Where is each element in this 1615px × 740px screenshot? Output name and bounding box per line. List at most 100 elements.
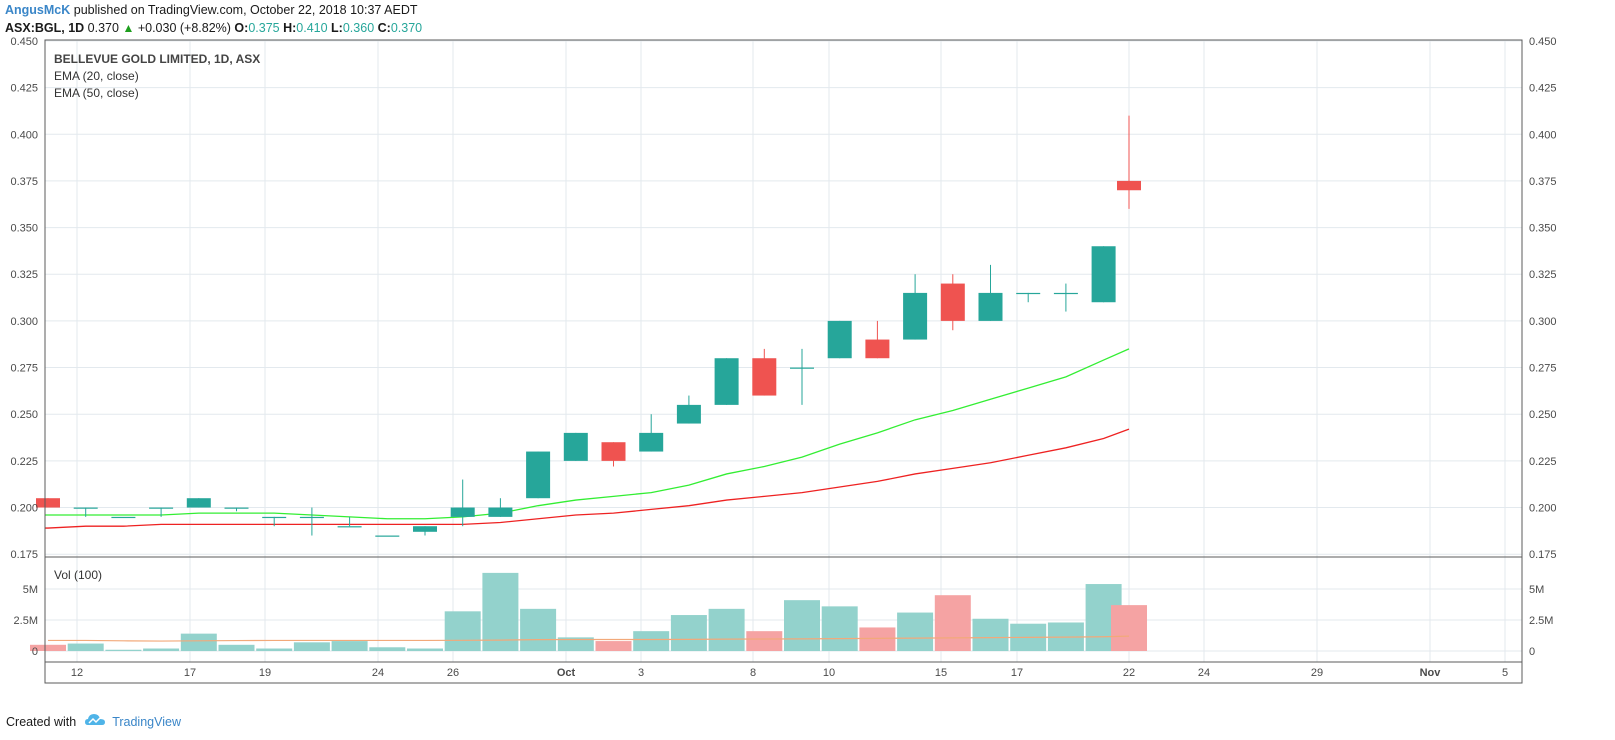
price-tick-label-right: 0.375 [1529,176,1557,188]
volume-bar [972,618,1009,651]
candle-body [450,507,475,517]
open-value: 0.375 [248,21,280,35]
volume-bar [256,648,293,651]
candle-body [827,320,852,359]
volume-legend[interactable]: Vol (100) [54,568,103,582]
candle-body [36,498,60,508]
candle-body [790,367,814,369]
volume-bar [143,648,180,651]
volume-tick-label-right: 2.5M [1529,615,1553,627]
price-tick-label-right: 0.350 [1529,223,1557,235]
volume-bar [293,642,330,651]
grid-lines [45,40,1522,662]
price-tick-label-left: 0.200 [10,503,38,515]
volume-bar [180,633,217,651]
volume-bar [934,595,971,651]
volume-ma-line [48,635,1130,642]
volume-bar [482,572,519,651]
price-tick-label-right: 0.425 [1529,83,1557,95]
price-tick-label-right: 0.250 [1529,409,1557,421]
price-tick-label-right: 0.225 [1529,456,1557,468]
date-tick-label: 29 [1311,667,1323,679]
high-value: 0.410 [296,21,328,35]
date-tick-label: 24 [372,667,384,679]
candle-body [73,507,98,509]
price-tick-label-right: 0.175 [1529,549,1557,561]
volume-bar [218,644,255,651]
volume-tick-label-left: 2.5M [14,615,38,627]
volume-bar [331,641,368,651]
candle-body [1117,180,1141,191]
price-tick-label-right: 0.300 [1529,316,1557,328]
date-tick-label: 19 [259,667,271,679]
tradingview-link[interactable]: TradingView [112,714,181,729]
volume-bar [708,608,745,651]
candles [36,115,1141,537]
price-tick-label-left: 0.350 [10,223,38,235]
symbol-label: ASX:BGL, 1D [5,21,85,35]
tradingview-logo-icon [84,713,106,730]
volume-bar [407,648,443,651]
candle-body [752,358,777,396]
candle-body [337,526,362,528]
chart-frame [44,39,1523,684]
created-with-text: Created with [6,714,77,729]
volume-tick-label-right: 0 [1529,646,1535,658]
plot-border [44,39,1523,684]
date-tick-label: 22 [1123,667,1135,679]
volume-bar [520,608,557,651]
price-tick-label-right: 0.450 [1529,36,1557,48]
candle-body [488,507,513,517]
price-tick-label-right: 0.275 [1529,363,1557,375]
price-tick-label-right: 0.200 [1529,503,1557,515]
price-tick-label-left: 0.425 [10,83,38,95]
ema50-line [45,428,1130,529]
ema50-legend[interactable]: EMA (50, close) [54,86,139,100]
date-tick-label: 26 [447,667,459,679]
low-value: 0.360 [342,21,375,35]
volume-bar [595,641,632,651]
date-tick-label: 15 [935,667,947,679]
close-value: 0.370 [390,21,423,35]
ohlc-header: ASX:BGL, 1D 0.370 ▲ +0.030 (+8.82%) O:0.… [5,21,422,35]
chart-title: BELLEVUE GOLD LIMITED, 1D, ASX [54,52,261,66]
price-tick-label-left: 0.400 [10,129,38,141]
author-link[interactable]: AngusMcK [5,3,71,17]
ema20-line [45,348,1130,520]
date-tick-label: 3 [638,667,644,679]
volume-bar [746,631,783,651]
volume-bar [105,649,142,651]
candle-body [1091,246,1116,303]
last-price: 0.370 [87,21,119,35]
price-tick-label-left: 0.225 [10,456,38,468]
volume-bars [30,572,1147,651]
price-tick-label-right: 0.325 [1529,269,1557,281]
volume-tick-label-left: 0 [32,646,38,658]
date-tick-label: 17 [184,667,196,679]
volume-bar [67,643,104,651]
price-tick-label-left: 0.175 [10,549,38,561]
price-tick-label-left: 0.250 [10,409,38,421]
date-tick-label: 24 [1198,667,1210,679]
candle-body [978,292,1003,321]
volume-bar [557,637,594,651]
ema20-legend[interactable]: EMA (20, close) [54,69,139,83]
volume-tick-label-left: 5M [23,584,38,596]
price-tick-label-right: 0.400 [1529,129,1557,141]
volume-bar [369,647,406,651]
candle-body [563,432,588,461]
candle-body [111,516,136,519]
high-label: H: [283,21,297,35]
price-tick-label-left: 0.450 [10,36,38,48]
volume-bar [633,631,670,651]
axis-labels: 0.450 0.450 0.425 0.425 0.400 0.400 0.375 0.375… [10,36,1556,679]
date-tick-label: 17 [1011,667,1023,679]
price-change: +0.030 (+8.82%) [137,21,231,35]
price-tick-label-left: 0.300 [10,316,38,328]
candle-body [601,442,626,461]
published-text: published on TradingView.com, October 22… [73,3,418,17]
date-tick-label: 12 [71,667,83,679]
volume-tick-label-right: 5M [1529,584,1544,596]
volume-bar [897,612,934,651]
